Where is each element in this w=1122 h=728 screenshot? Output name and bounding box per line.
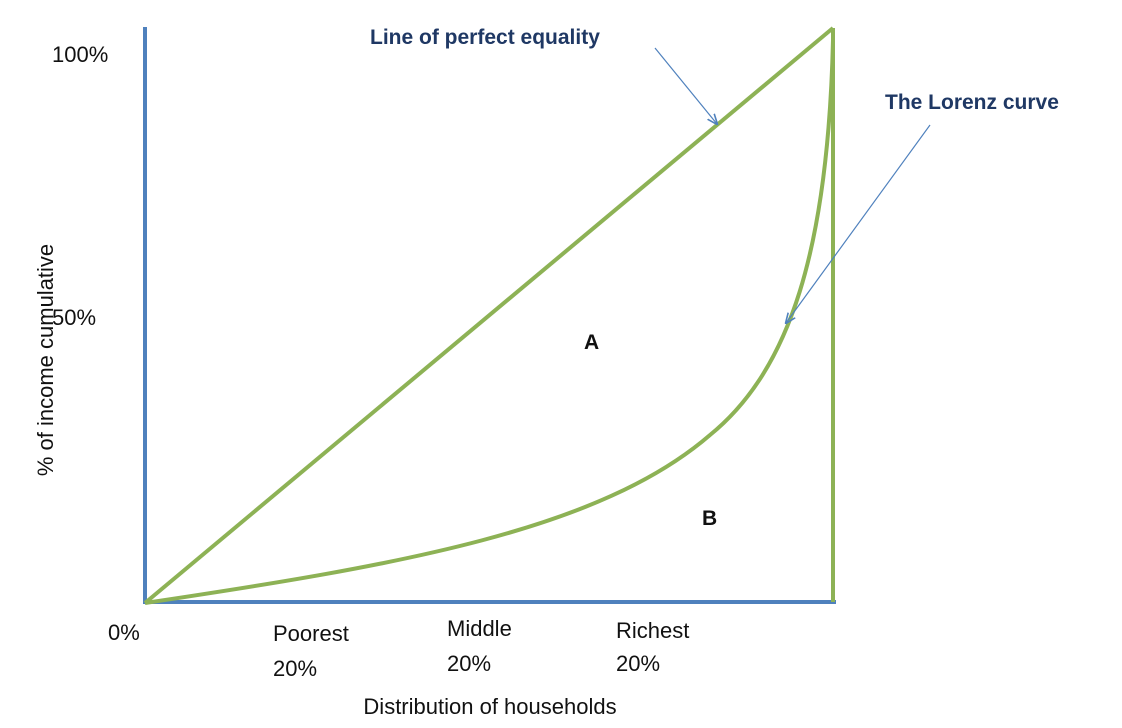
y-tick-label: 100% (52, 42, 108, 67)
y-tick-label: 0% (108, 620, 140, 645)
x-group-label: Poorest (273, 621, 349, 646)
area-label: A (584, 331, 599, 354)
annotation: The Lorenz curve (885, 91, 1059, 114)
x-axis-label: Distribution of households (363, 694, 616, 719)
area-label: B (702, 507, 717, 530)
arrow (786, 124, 931, 323)
y-tick-label: 50% (52, 305, 96, 330)
x-group-label: Middle (447, 616, 512, 641)
x-group-label: Richest (616, 618, 689, 643)
annotation: Line of perfect equality (370, 26, 600, 49)
lorenz-curve (144, 39, 835, 605)
x-group-label: 20% (273, 656, 317, 681)
equality-line (143, 26, 835, 605)
y-axis-label: % of income cumulative (33, 244, 58, 476)
x-group-label: 20% (616, 651, 660, 676)
x-group-label: 20% (447, 651, 491, 676)
arrow (654, 47, 717, 124)
